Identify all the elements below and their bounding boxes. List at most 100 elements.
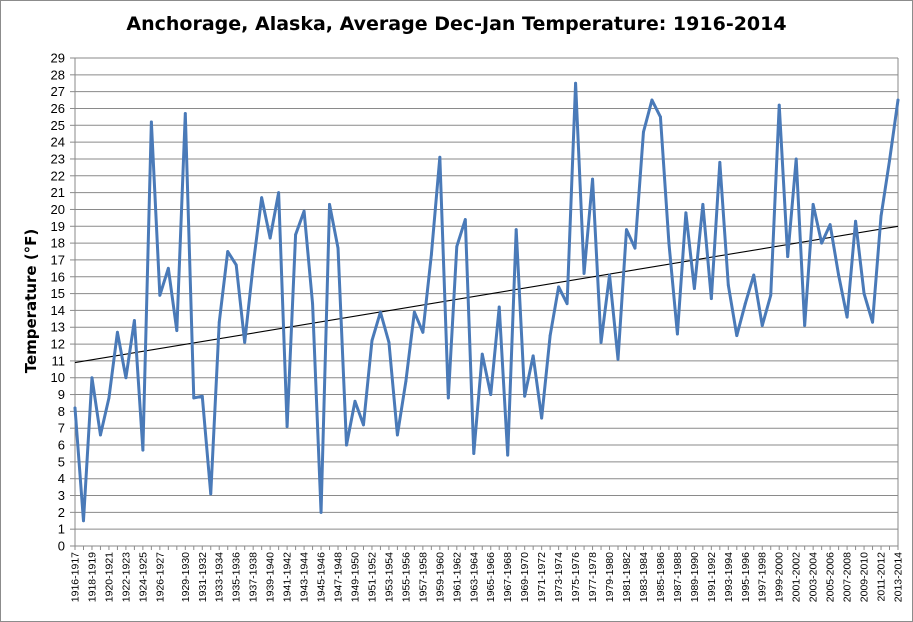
y-tick-label: 8 xyxy=(58,404,65,419)
y-tick-label: 16 xyxy=(51,269,65,284)
data-point xyxy=(896,98,900,102)
data-point xyxy=(141,448,145,452)
data-point xyxy=(132,319,136,322)
data-point xyxy=(480,352,484,356)
data-point xyxy=(260,196,264,200)
data-point xyxy=(429,253,433,257)
data-point xyxy=(362,423,365,427)
x-tick-label: 1929-1930 xyxy=(180,552,192,602)
data-point xyxy=(854,219,857,223)
data-point xyxy=(650,98,654,102)
x-tick-label: 1995-1996 xyxy=(740,552,752,602)
x-tick-label: 1999-2000 xyxy=(774,552,786,602)
data-point xyxy=(531,354,535,358)
data-point xyxy=(345,443,348,447)
x-tick-label: 1951-1952 xyxy=(366,552,378,602)
y-tick-label: 28 xyxy=(51,67,65,82)
data-point xyxy=(676,332,679,336)
data-point xyxy=(107,396,111,400)
x-tick-label: 1933-1934 xyxy=(214,552,226,602)
data-point xyxy=(192,396,196,400)
y-tick-label: 13 xyxy=(51,320,65,335)
data-point xyxy=(166,266,170,270)
data-point xyxy=(116,330,119,334)
y-tick-label: 18 xyxy=(51,236,65,251)
data-point xyxy=(862,292,866,295)
data-point xyxy=(438,155,442,159)
x-tick-label: 2009-2010 xyxy=(859,552,871,602)
y-tick-label: 2 xyxy=(58,505,65,520)
y-tick-label: 15 xyxy=(51,286,65,301)
data-point xyxy=(489,393,493,396)
data-point xyxy=(743,302,747,306)
data-point xyxy=(608,273,611,277)
x-tick-label: 1987-1988 xyxy=(672,552,684,602)
data-point xyxy=(234,263,238,267)
x-tick-label: 1985-1986 xyxy=(655,552,667,602)
data-point xyxy=(591,177,594,181)
data-point xyxy=(642,130,645,134)
y-tick-label: 9 xyxy=(58,387,65,402)
data-point xyxy=(421,330,425,334)
data-point xyxy=(455,245,459,248)
data-point xyxy=(506,453,510,457)
x-tick-label: 1955-1956 xyxy=(400,552,412,602)
data-point xyxy=(226,250,230,253)
x-tick-label: 1939-1940 xyxy=(265,552,277,602)
data-point xyxy=(548,334,552,338)
x-tick-label: 1943-1944 xyxy=(299,552,311,602)
data-point xyxy=(217,320,221,324)
y-tick-label: 3 xyxy=(58,488,65,503)
y-tick-label: 11 xyxy=(52,353,66,368)
data-point xyxy=(370,339,374,343)
data-point xyxy=(709,297,713,301)
data-point xyxy=(837,273,841,277)
y-tick-label: 12 xyxy=(51,337,65,352)
x-tick-label: 1961-1962 xyxy=(451,552,463,602)
y-tick-label: 21 xyxy=(51,185,65,200)
data-point xyxy=(243,340,247,344)
x-tick-label: 2013-2014 xyxy=(893,552,905,602)
data-point xyxy=(302,209,306,213)
x-tick-label: 1937-1938 xyxy=(248,552,260,602)
x-tick-label: 1959-1960 xyxy=(434,552,446,602)
data-point xyxy=(285,425,289,428)
x-tick-label: 1941-1942 xyxy=(282,552,294,602)
data-point xyxy=(124,376,128,380)
x-tick-label: 1981-1982 xyxy=(621,552,633,602)
data-point xyxy=(633,246,637,250)
data-point xyxy=(726,283,730,287)
data-point xyxy=(396,433,399,437)
data-point xyxy=(760,324,764,327)
y-tick-label: 6 xyxy=(58,438,65,453)
data-point xyxy=(294,233,297,237)
data-point xyxy=(659,115,662,119)
data-point xyxy=(820,241,824,245)
x-tick-label: 2011-2012 xyxy=(876,552,888,602)
data-point xyxy=(828,223,832,226)
x-tick-label: 1983-1984 xyxy=(638,552,650,602)
plot-area xyxy=(75,58,898,546)
x-tick-label: 1918-1919 xyxy=(86,552,98,602)
data-point xyxy=(73,406,77,410)
x-tick-label: 1989-1990 xyxy=(689,552,701,602)
x-tick-label: 2005-2006 xyxy=(825,552,837,602)
y-tick-label: 14 xyxy=(51,303,65,318)
data-point xyxy=(735,334,739,338)
data-point xyxy=(777,103,781,107)
x-tick-label: 1945-1946 xyxy=(316,552,328,602)
x-tick-label: 1993-1994 xyxy=(723,552,735,602)
x-tick-label: 1991-1992 xyxy=(706,552,718,602)
data-point xyxy=(472,452,476,455)
x-tick-label: 1963-1964 xyxy=(468,552,480,602)
data-point xyxy=(158,293,162,297)
data-point xyxy=(557,285,561,289)
y-tick-label: 19 xyxy=(51,219,65,234)
x-tick-label: 2003-2004 xyxy=(808,552,820,602)
y-tick-label: 10 xyxy=(51,370,65,385)
x-tick-label: 1973-1974 xyxy=(553,552,565,602)
data-point xyxy=(752,273,756,277)
data-point xyxy=(336,246,340,250)
x-tick-label: 1979-1980 xyxy=(604,552,616,602)
